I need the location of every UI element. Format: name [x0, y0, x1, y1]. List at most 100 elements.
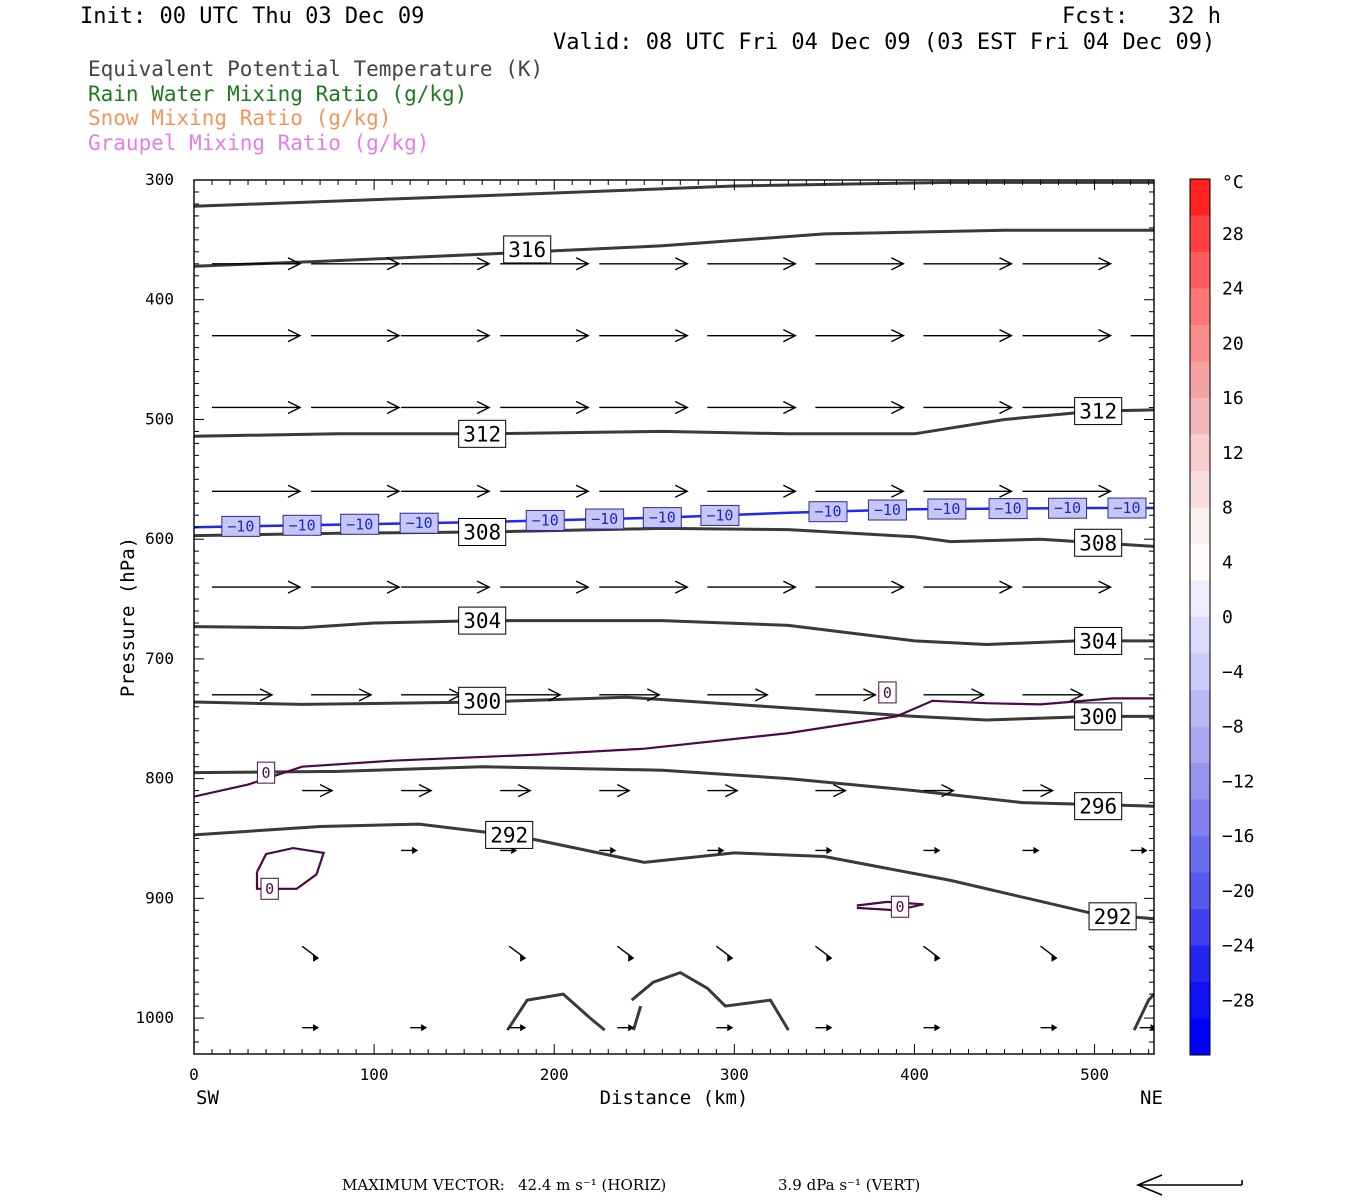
wind-vector — [1022, 783, 1055, 798]
wind-vector-head — [1098, 484, 1113, 498]
wind-vector-head — [674, 329, 689, 343]
zero-isotherm-label: 0 — [260, 877, 279, 900]
wind-vector — [508, 945, 527, 962]
wind-vector-head — [609, 847, 617, 854]
wind-vector — [815, 257, 905, 271]
wind-vector-head — [547, 688, 562, 702]
colorbar-unit: °C — [1222, 172, 1244, 193]
wind-vector — [410, 1024, 428, 1032]
colorbar-segment — [1190, 1018, 1210, 1056]
wind-vector-head — [287, 484, 302, 498]
wind-vector-head — [386, 484, 401, 498]
wind-vector-head — [826, 954, 833, 962]
wind-vector-head — [674, 400, 689, 415]
wind-vector — [707, 688, 769, 702]
colorbar-segment — [1190, 836, 1210, 873]
theta-e-label-296-box — [1074, 792, 1123, 821]
zero-isotherm — [194, 697, 1154, 798]
wind-vector — [500, 400, 590, 415]
theta-e-label-312-text: 312 — [1079, 400, 1117, 424]
zero-isotherm-label-text: 0 — [883, 684, 892, 702]
wind-vector — [1130, 334, 1154, 337]
wind-vector — [500, 484, 590, 498]
wind-vector-head — [1098, 257, 1113, 271]
zero-isotherm-label: 0 — [878, 681, 897, 704]
theta-e-label-316-text: 316 — [508, 238, 546, 262]
theta-e-label-292-text: 292 — [1094, 905, 1132, 929]
wind-vector-head — [999, 400, 1014, 415]
minus10-isotherm-label: −10 — [525, 509, 565, 531]
wind-vector-head — [1070, 688, 1085, 702]
minus10-label-box — [700, 504, 740, 526]
wind-vector-head — [476, 257, 491, 271]
wind-vector — [401, 847, 419, 854]
wind-vector — [815, 847, 833, 854]
wind-vector-head — [646, 688, 661, 702]
x-axis-left-end: SW — [196, 1087, 219, 1109]
theta-e-contour-fragment — [1132, 993, 1154, 1031]
wind-vector — [599, 847, 617, 854]
x-tick-label: 400 — [900, 1065, 929, 1084]
theta-e-label-308: 308 — [458, 517, 507, 546]
colorbar-tick-label: 20 — [1222, 333, 1244, 354]
minus10-isotherm-label: −10 — [867, 499, 907, 521]
colorbar-tick-label: 0 — [1222, 607, 1233, 628]
wind-vector-head — [386, 257, 401, 271]
minus10-label-text: −10 — [995, 500, 1022, 518]
wind-vector-head — [727, 1024, 734, 1032]
theta-e-label-292: 292 — [485, 820, 534, 849]
wind-vector — [923, 945, 941, 962]
wind-vector-head — [674, 257, 689, 271]
wind-vector-head — [863, 688, 877, 702]
colorbar-segment — [1190, 617, 1210, 654]
wind-vector — [815, 688, 877, 702]
y-tick-label: 900 — [145, 888, 174, 907]
minus10-label-text: −10 — [649, 509, 676, 527]
wind-vector-head — [941, 783, 956, 798]
colorbar-segment — [1190, 726, 1210, 764]
colorbar-tick-label: −4 — [1222, 662, 1244, 683]
wind-vector — [616, 945, 635, 962]
colorbar-tick-label: −20 — [1222, 881, 1255, 902]
minus10-label-box — [1048, 497, 1088, 519]
theta-e-label-308-box — [1074, 528, 1123, 557]
wind-vector — [923, 1024, 941, 1032]
wind-vector — [815, 580, 905, 594]
colorbar-tick-label: −24 — [1222, 936, 1255, 957]
theta-e-label-312-box — [1074, 397, 1123, 426]
theta-e-label-300-text: 300 — [1079, 705, 1117, 729]
theta-e-label-300-text: 300 — [463, 689, 501, 713]
wind-vector-head — [934, 954, 941, 962]
wind-vector-head — [999, 484, 1014, 498]
colorbar-segment — [1190, 982, 1210, 1019]
wind-vector-head — [517, 783, 532, 798]
minus10-label-box — [988, 498, 1028, 520]
wind-vector-head — [999, 257, 1014, 271]
wind-vector-head — [287, 257, 302, 271]
wind-vector-head — [287, 329, 302, 343]
zero-isotherm-label-text: 0 — [262, 764, 271, 782]
theta-e-label-304: 304 — [458, 606, 507, 635]
wind-vector-head — [575, 400, 590, 415]
theta-e-contour-296 — [194, 765, 1154, 808]
wind-vector — [1040, 945, 1058, 962]
wind-vector — [212, 400, 302, 415]
minus10-isotherm-label: −10 — [340, 513, 380, 535]
minus10-label-box — [221, 515, 261, 537]
wind-vector — [500, 329, 590, 343]
max-vector-label: MAXIMUM VECTOR: — [342, 1176, 505, 1194]
field-rain-label: Rain Water Mixing Ratio (g/kg) — [88, 82, 468, 106]
wind-vector-head — [476, 329, 491, 343]
theta-e-label-292-text: 292 — [490, 823, 528, 847]
minus10-isotherm-label: −10 — [700, 504, 740, 526]
theta-e-contour-fragment — [506, 992, 606, 1032]
theta-e-contour-top — [194, 180, 1154, 208]
theta-e-contour-292 — [194, 822, 1154, 921]
zero-isotherm-label-box — [260, 877, 279, 900]
wind-vector-head — [358, 688, 373, 702]
colorbar-frame — [1189, 178, 1211, 1056]
wind-vector-head — [1051, 1024, 1058, 1032]
field-graupel-label: Graupel Mixing Ratio (g/kg) — [88, 131, 430, 155]
minus10-isotherm-label: −10 — [988, 498, 1028, 520]
wind-vector-head — [718, 847, 725, 854]
